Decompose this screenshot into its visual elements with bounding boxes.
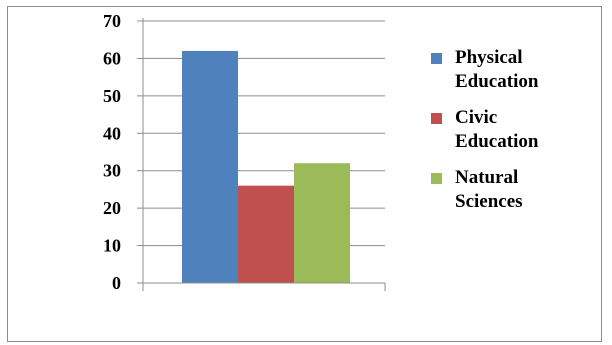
y-tick-label: 10	[103, 236, 121, 256]
legend-item-physical-education: Physical Education	[431, 46, 601, 94]
legend-swatch-physical-education	[431, 53, 442, 64]
legend-item-natural-sciences: Natural Sciences	[431, 166, 601, 214]
legend-label-civic-education-line2: Education	[455, 131, 539, 152]
legend-label-physical-education-line2: Education	[455, 71, 539, 92]
y-tick-label: 60	[103, 48, 121, 68]
y-tick-label: 20	[103, 198, 121, 218]
legend-label-natural-sciences-line2: Sciences	[455, 191, 523, 212]
legend-swatch-natural-sciences	[431, 173, 442, 184]
legend-label-civic-education-line1: Civic	[455, 107, 498, 128]
legend-label-natural-sciences-line1: Natural	[455, 167, 519, 188]
y-tick-label: 50	[103, 86, 121, 106]
y-tick-label: 70	[103, 11, 121, 31]
chart-legend: Physical Education Civic Education Natur…	[431, 46, 601, 226]
bar-physical-education	[182, 50, 238, 283]
bar-natural-sciences	[294, 163, 350, 283]
bar-civic-education	[238, 185, 294, 283]
y-tick-label: 40	[103, 123, 121, 143]
legend-item-civic-education: Civic Education	[431, 106, 601, 154]
legend-label-physical-education-line1: Physical	[455, 47, 523, 68]
legend-swatch-civic-education	[431, 113, 442, 124]
y-tick-label: 0	[112, 273, 121, 293]
y-tick-label: 30	[103, 161, 121, 181]
